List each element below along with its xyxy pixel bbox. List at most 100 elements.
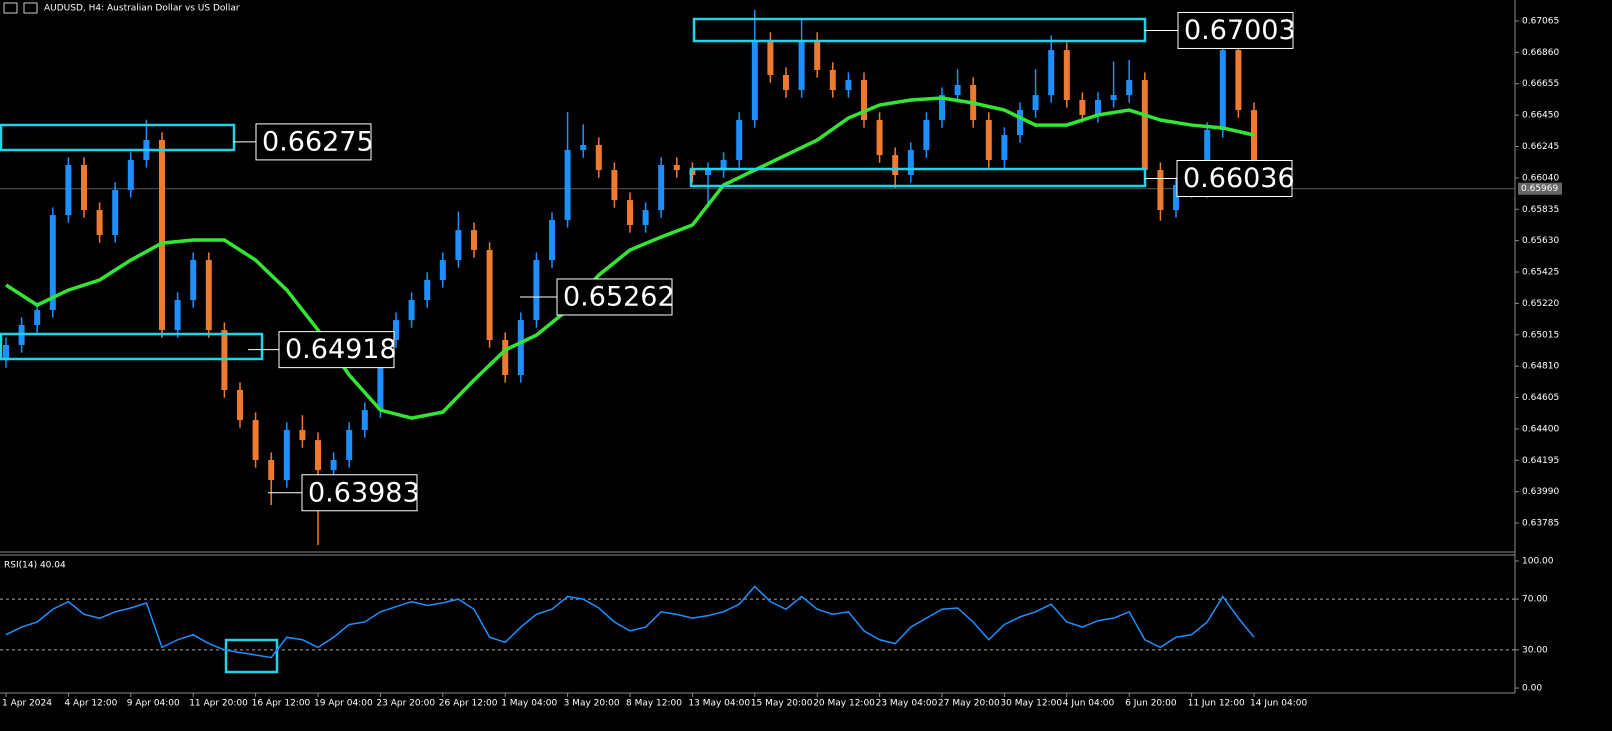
candle-body bbox=[705, 170, 711, 175]
y-tick-label: 0.64195 bbox=[1522, 456, 1559, 466]
candle-body bbox=[1032, 95, 1039, 111]
current-price-label: 0.65969 bbox=[1521, 184, 1558, 194]
candle-body bbox=[1126, 80, 1133, 96]
candle-body bbox=[1048, 50, 1055, 96]
x-tick-label: 30 May 12:00 bbox=[1000, 699, 1062, 709]
y-tick-label: 0.64605 bbox=[1522, 393, 1559, 403]
candle-body bbox=[892, 155, 899, 175]
x-tick-label: 16 Apr 12:00 bbox=[252, 699, 311, 709]
candle-body bbox=[1063, 50, 1070, 100]
candle-body bbox=[361, 410, 368, 430]
candle-body bbox=[330, 460, 337, 471]
x-tick-label: 19 Apr 04:00 bbox=[314, 699, 373, 709]
candle-body bbox=[283, 429, 290, 481]
y-tick-label: 0.67065 bbox=[1522, 16, 1559, 26]
candle-body bbox=[174, 300, 181, 331]
x-tick-label: 14 Jun 04:00 bbox=[1250, 699, 1307, 709]
candle-body bbox=[595, 144, 602, 171]
candle-body bbox=[1141, 80, 1148, 171]
candle-body bbox=[1251, 110, 1257, 189]
level-label-box bbox=[1177, 11, 1294, 49]
candle-body bbox=[673, 165, 680, 171]
candle-body bbox=[767, 39, 774, 76]
level-label: 0.66275 bbox=[262, 126, 374, 157]
current-price-tag bbox=[1518, 182, 1562, 195]
x-tick-label: 26 Apr 12:00 bbox=[439, 699, 498, 709]
candle-body bbox=[159, 140, 165, 331]
candle-body bbox=[580, 144, 587, 151]
candle-body bbox=[564, 150, 571, 220]
candle-body bbox=[533, 260, 540, 321]
candle-body bbox=[252, 420, 259, 460]
candle-body bbox=[34, 309, 41, 325]
x-tick-label: 11 Apr 20:00 bbox=[189, 699, 248, 709]
candle-body bbox=[96, 210, 103, 235]
zone-box bbox=[689, 167, 1147, 188]
level-label-box bbox=[1176, 159, 1293, 197]
zone-box bbox=[0, 123, 236, 152]
candle-body bbox=[1173, 185, 1179, 211]
level-label-box bbox=[278, 331, 395, 369]
candle-body bbox=[954, 84, 961, 96]
x-tick-label: 27 May 20:00 bbox=[938, 699, 1000, 709]
candle-body bbox=[985, 120, 992, 160]
x-tick-label: 4 Jun 04:00 bbox=[1063, 699, 1115, 709]
x-tick-label: 1 Apr 2024 bbox=[2, 699, 52, 709]
y-tick-label: 0.00 bbox=[1522, 684, 1542, 694]
candle-body bbox=[829, 69, 836, 91]
level-label: 0.65262 bbox=[563, 281, 675, 312]
candle-body bbox=[315, 440, 321, 471]
x-tick-label: 15 May 20:00 bbox=[751, 699, 813, 709]
candle-body bbox=[455, 230, 462, 261]
candle-body bbox=[1110, 95, 1117, 100]
y-tick-label: 0.65425 bbox=[1522, 268, 1559, 278]
y-tick-label: 0.64810 bbox=[1522, 362, 1559, 372]
x-tick-label: 11 Jun 12:00 bbox=[1188, 699, 1245, 709]
candle-body bbox=[798, 39, 805, 91]
candle-body bbox=[377, 339, 384, 411]
x-tick-label: 20 May 12:00 bbox=[813, 699, 875, 709]
candle-body bbox=[439, 260, 446, 280]
y-tick-label: 0.63785 bbox=[1522, 519, 1559, 529]
candle-body bbox=[549, 219, 555, 261]
candle-body bbox=[736, 120, 743, 160]
candle-body bbox=[1235, 50, 1242, 111]
candle-body bbox=[1079, 99, 1086, 115]
rsi-highlight-box bbox=[224, 638, 279, 674]
candle-body bbox=[1095, 99, 1101, 115]
icon bbox=[23, 2, 38, 14]
y-tick-label: 0.66450 bbox=[1522, 111, 1559, 121]
candle-body bbox=[65, 165, 72, 216]
toolbar-icons bbox=[3, 2, 38, 14]
x-tick-label: 4 Apr 12:00 bbox=[64, 699, 117, 709]
candle-body bbox=[517, 320, 524, 376]
candle-body bbox=[471, 230, 477, 250]
candle-body bbox=[783, 75, 789, 91]
x-tick-label: 23 May 04:00 bbox=[876, 699, 938, 709]
x-tick-label: 13 May 04:00 bbox=[688, 699, 750, 709]
candle-body bbox=[611, 170, 618, 201]
y-tick-label: 0.63990 bbox=[1522, 487, 1559, 497]
y-tick-label: 0.66245 bbox=[1522, 142, 1559, 152]
level-label: 0.66036 bbox=[1183, 163, 1295, 194]
y-tick-label: 0.65630 bbox=[1522, 236, 1559, 246]
candle-body bbox=[268, 460, 275, 481]
candle-body bbox=[424, 279, 431, 301]
candle-body bbox=[408, 300, 415, 321]
chart-title: AUDUSD, H4: Australian Dollar vs US Doll… bbox=[44, 4, 240, 14]
candle-body bbox=[658, 165, 665, 211]
candle-body bbox=[720, 159, 727, 171]
y-tick-label: 0.66655 bbox=[1522, 79, 1559, 89]
level-label-box bbox=[255, 123, 372, 161]
candle-body bbox=[861, 80, 867, 121]
candle-body bbox=[49, 215, 56, 310]
candle-body bbox=[81, 165, 87, 211]
candle-body bbox=[3, 345, 9, 361]
candle-body bbox=[939, 95, 945, 121]
icon bbox=[3, 2, 18, 14]
y-tick-label: 0.64400 bbox=[1522, 424, 1559, 434]
level-label: 0.67003 bbox=[1184, 15, 1296, 46]
